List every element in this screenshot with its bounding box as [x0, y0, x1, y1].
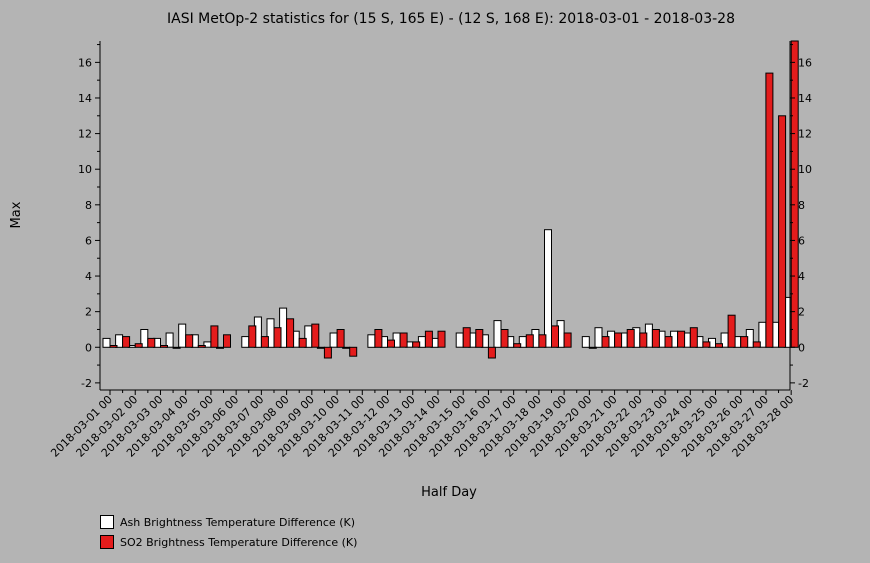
- bar-so2: [790, 40, 799, 348]
- bar-so2: [336, 329, 345, 348]
- y-tick-label-right: 12: [798, 128, 812, 141]
- bar-so2: [399, 332, 408, 348]
- y-ticks-group: -2 -2 0 0 2 2 4 4 6 6 8 8 10 10 12 12 14 14 16 16: [78, 44, 812, 390]
- bar-ash: [165, 332, 174, 348]
- bar-so2: [349, 346, 358, 357]
- bar-ash: [594, 327, 603, 348]
- chart-title: IASI MetOp-2 statistics for (15 S, 165 E…: [167, 11, 735, 27]
- bar-so2: [197, 345, 206, 348]
- bar-so2: [311, 323, 320, 348]
- y-tick-label: 8: [85, 199, 92, 212]
- y-tick-label-right: 0: [798, 341, 805, 354]
- y-tick-label: 10: [78, 163, 92, 176]
- y-tick-label-right: 6: [798, 234, 805, 247]
- y-tick-label: 16: [78, 56, 92, 69]
- bar-so2: [563, 332, 572, 348]
- bar-ash: [241, 336, 250, 348]
- y-tick-label-right: 16: [798, 56, 812, 69]
- bar-so2: [677, 330, 686, 348]
- bar-so2: [778, 115, 787, 348]
- bar-so2: [487, 346, 496, 359]
- bar-so2: [538, 334, 547, 348]
- bar-so2: [387, 339, 395, 348]
- legend-label-so2: SO2 Brightness Temperature Difference (K…: [120, 535, 358, 549]
- y-tick-label-right: 2: [798, 306, 805, 319]
- bar-ash: [329, 332, 338, 348]
- bar-so2: [740, 336, 749, 348]
- bar-so2: [664, 336, 673, 348]
- bar-so2: [223, 334, 231, 348]
- bar-so2: [412, 341, 421, 348]
- bar-so2: [248, 325, 257, 348]
- y-tick-label: 6: [85, 234, 92, 247]
- bar-so2: [462, 327, 471, 348]
- bar-so2: [109, 345, 118, 348]
- bar-so2: [160, 345, 168, 348]
- bar-so2: [147, 337, 156, 348]
- bar-so2: [689, 327, 698, 348]
- bar-so2: [134, 343, 143, 348]
- bar-so2: [323, 346, 332, 359]
- bar-so2: [210, 325, 219, 348]
- bar-so2: [614, 332, 623, 348]
- y-tick-label: 12: [78, 128, 92, 141]
- bar-so2: [551, 325, 559, 348]
- y-tick-label: 4: [85, 270, 92, 283]
- legend-swatch-so2: [100, 535, 114, 549]
- bar-ash: [581, 336, 590, 348]
- bar-so2: [651, 329, 660, 348]
- bar-so2: [475, 329, 484, 348]
- bar-so2: [500, 329, 509, 348]
- y-tick-label-right: 4: [798, 270, 805, 283]
- bar-ash: [455, 332, 464, 348]
- bars-group: [102, 40, 799, 359]
- bar-ash: [544, 229, 552, 348]
- bar-so2: [122, 336, 131, 348]
- bar-so2: [424, 330, 433, 348]
- y-tick-label-right: 10: [798, 163, 812, 176]
- bar-ash: [178, 323, 187, 348]
- bar-so2: [172, 346, 181, 349]
- bar-so2: [765, 72, 774, 348]
- y-tick-label: 2: [85, 306, 92, 319]
- legend: Ash Brightness Temperature Difference (K…: [100, 512, 357, 552]
- y-axis-label: Max: [9, 201, 24, 228]
- bar-so2: [525, 334, 534, 348]
- legend-item-so2: SO2 Brightness Temperature Difference (K…: [100, 532, 357, 552]
- x-axis-label: Half Day: [421, 485, 477, 500]
- bar-so2: [588, 346, 597, 349]
- y-tick-label-right: 14: [798, 92, 812, 105]
- y-tick-label-right: -2: [798, 377, 809, 390]
- bar-ash: [493, 320, 502, 348]
- legend-item-ash: Ash Brightness Temperature Difference (K…: [100, 512, 357, 532]
- bar-so2: [626, 329, 635, 348]
- bar-ash: [102, 337, 111, 348]
- bar-so2: [374, 329, 383, 348]
- legend-swatch-ash: [100, 515, 114, 529]
- bar-so2: [513, 343, 522, 348]
- bar-so2: [437, 330, 446, 348]
- bar-so2: [286, 318, 295, 348]
- bar-so2: [298, 337, 307, 348]
- bar-so2: [715, 343, 723, 348]
- bar-so2: [273, 327, 282, 348]
- bar-so2: [702, 341, 711, 348]
- y-tick-label-right: 8: [798, 199, 805, 212]
- y-tick-label: 14: [78, 92, 92, 105]
- y-tick-label: 0: [85, 341, 92, 354]
- legend-label-ash: Ash Brightness Temperature Difference (K…: [120, 515, 355, 529]
- bar-so2: [727, 314, 736, 348]
- bar-so2: [185, 334, 194, 348]
- bar-so2: [260, 336, 269, 348]
- axes-group: [99, 41, 791, 391]
- bar-so2: [639, 332, 648, 348]
- y-tick-label: -2: [81, 377, 92, 390]
- bar-so2: [752, 341, 761, 348]
- bar-so2: [601, 336, 610, 348]
- bar-ash: [367, 334, 376, 348]
